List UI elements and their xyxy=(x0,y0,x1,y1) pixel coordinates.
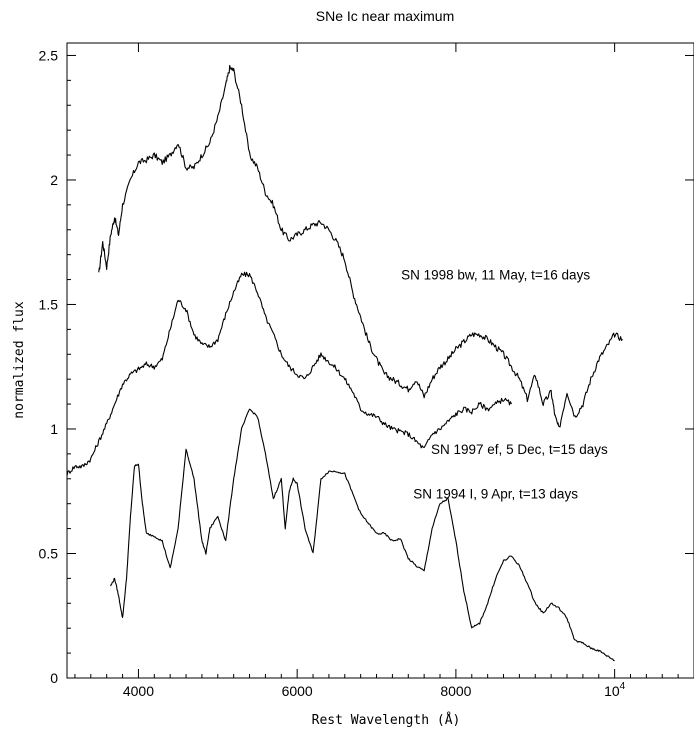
y-axis-label: normalized flux xyxy=(12,301,27,419)
x-axis-label: Rest Wavelength (Å) xyxy=(312,712,461,728)
y-tick-label-1: 0.5 xyxy=(39,545,59,561)
series-layer xyxy=(66,64,623,662)
x-tick-label-0: 4000 xyxy=(123,683,154,699)
series-label-0: SN 1998 bw, 11 May, t=16 days xyxy=(401,268,590,283)
x-tick-label-2: 8000 xyxy=(440,683,471,699)
y-tick-label-4: 2 xyxy=(50,172,58,188)
series-line-0 xyxy=(98,64,623,428)
axis-ticks: 4000 6000 8000 104 0 0.5 1 1.5 2 2.5 xyxy=(39,43,694,699)
y-tick-label-3: 1.5 xyxy=(39,296,59,312)
annotation-layer: SN 1998 bw, 11 May, t=16 days SN 1997 ef,… xyxy=(401,268,608,502)
x-tick-label-1: 6000 xyxy=(282,683,313,699)
chart-title: SNe Ic near maximum xyxy=(316,8,454,24)
x-tick-label-3: 104 xyxy=(604,681,626,699)
series-label-2: SN 1994 I, 9 Apr, t=13 days xyxy=(413,487,578,502)
y-tick-label-2: 1 xyxy=(50,421,58,437)
series-label-1: SN 1997 ef, 5 Dec, t=15 days xyxy=(431,442,608,457)
plot-frame xyxy=(66,42,694,679)
series-line-1 xyxy=(66,271,512,476)
y-tick-label-0: 0 xyxy=(50,670,58,686)
y-tick-label-5: 2.5 xyxy=(39,47,59,63)
series-line-2 xyxy=(110,408,615,662)
